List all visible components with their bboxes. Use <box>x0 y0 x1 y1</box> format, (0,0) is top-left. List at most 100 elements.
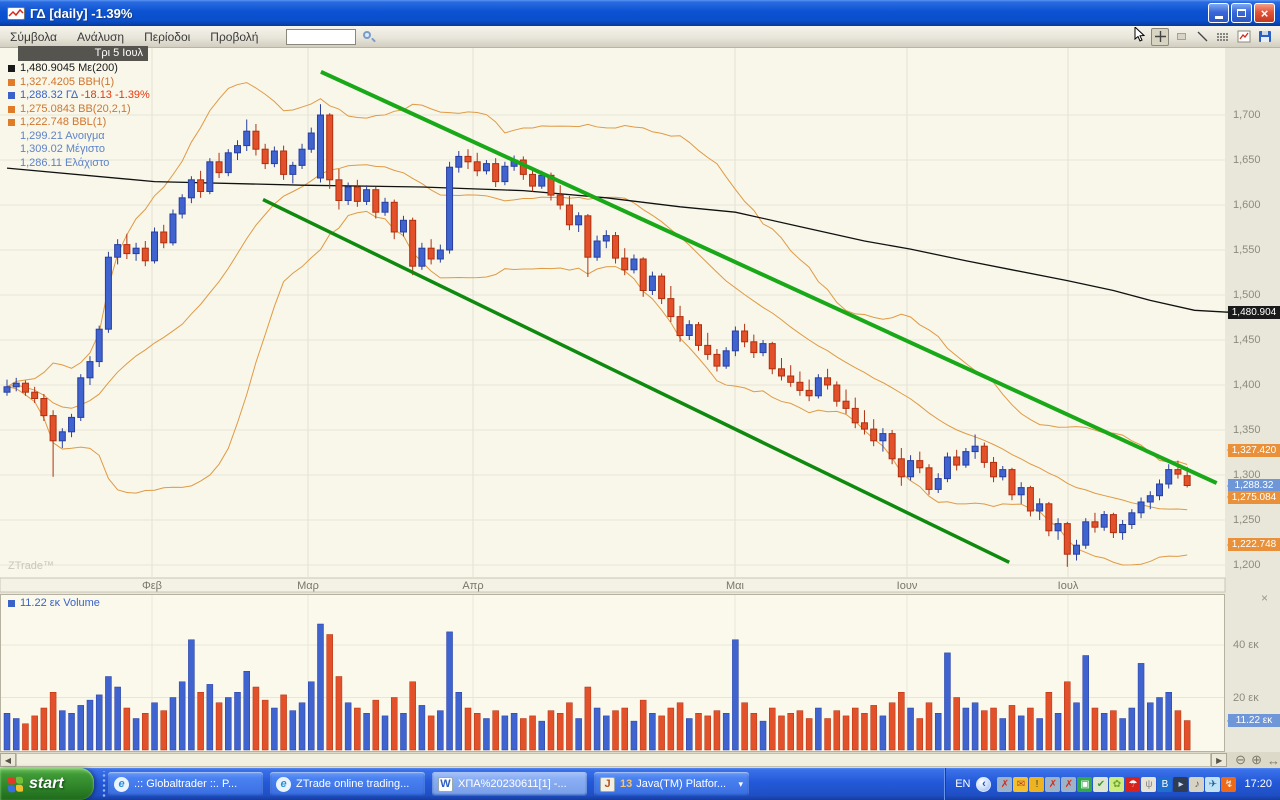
menu-bar: Σύμβολα Ανάλυση Περίοδοι Προβολή <box>0 25 1280 48</box>
legend-text: 1,288.32 ΓΔ <box>20 89 81 101</box>
taskbar-button-2[interactable]: e ZTrade online trading... <box>270 772 425 796</box>
month-label: Απρ <box>462 580 484 592</box>
restore-button[interactable] <box>1231 3 1252 23</box>
group-count: 13 <box>620 778 633 790</box>
axis-tag-last: 1,288.32 <box>1227 479 1280 492</box>
chart-area[interactable]: Τρι 5 Ιουλ 1,480.9045 Με(200) 1,327.4205 … <box>0 46 1280 768</box>
menu-4[interactable]: Προβολή <box>210 29 259 44</box>
upper-channel-trendline <box>320 69 1218 485</box>
legend-row: 1,309.02 Μέγιστο <box>8 143 150 157</box>
taskbar: start e .:: Globaltrader ::. P... e ZTrade … <box>0 768 1280 800</box>
scrollbar-track[interactable] <box>15 753 1212 767</box>
bluetooth-icon[interactable]: B <box>1157 776 1173 792</box>
crosshair-tool-icon[interactable] <box>1151 27 1169 46</box>
group-dropdown-icon[interactable]: ▾ <box>738 778 743 789</box>
legend-text: 1,327.4205 BBH(1) <box>20 75 115 88</box>
legend-text: 1,222.748 BBL(1) <box>20 116 107 128</box>
legend-text: 1,480.9045 Με(200) <box>20 62 118 74</box>
wireless-signal-icon[interactable]: ψ <box>1141 776 1157 792</box>
taskbar-button-3[interactable]: W ΧΠΑ%20230611[1] -... <box>432 772 587 796</box>
minimize-button[interactable] <box>1208 3 1229 23</box>
symbol-search-input[interactable] <box>286 28 357 45</box>
sync-box-icon[interactable]: ▣ <box>1077 776 1093 792</box>
hide-icons-chevron[interactable]: ‹ <box>976 776 992 792</box>
price-tick: 1,650 <box>1233 154 1261 166</box>
word-icon: W <box>438 776 453 792</box>
system-tray: EN ‹ ✗ ✉! ✗ ✗ ▣ ✔ ✿ ☂ ψ B ▸ ♪ ✈ ↯ 17:20 <box>944 768 1280 800</box>
power-leaf-icon[interactable]: ✿ <box>1109 776 1125 792</box>
scrollbar-thumb[interactable] <box>16 754 1211 766</box>
messenger-icon[interactable]: ✈ <box>1205 776 1221 792</box>
ie-icon: e <box>276 776 291 792</box>
volume-swatch <box>8 599 15 607</box>
price-tick: 1,700 <box>1233 109 1261 121</box>
java-icon: J <box>600 776 615 792</box>
month-label: Φεβ <box>141 580 163 592</box>
scroll-left-button[interactable]: ◀ <box>0 753 16 767</box>
legend-text: 1,309.02 Μέγιστο <box>20 143 105 155</box>
chart-type-icon[interactable] <box>1235 28 1253 46</box>
price-tick: 1,600 <box>1233 199 1261 211</box>
price-tick: 1,250 <box>1233 514 1261 526</box>
legend-text: -18.13 -1.39% <box>80 89 150 101</box>
volume-tag: 11.22 εκ <box>1227 714 1280 728</box>
volume-pane-close-icon[interactable]: × <box>1261 591 1269 605</box>
quick-launch-separator <box>96 771 106 797</box>
mail-alert-icon[interactable]: ✉ <box>1013 776 1029 792</box>
offline-computer-icon[interactable]: ✗ <box>997 776 1013 792</box>
security-shield-icon[interactable]: ! <box>1029 776 1045 792</box>
pointer-device-icon[interactable]: ▸ <box>1173 776 1189 792</box>
ie-icon: e <box>114 776 129 792</box>
zoom-in-button[interactable]: ⊕ <box>1251 752 1262 767</box>
task-label: ZTrade online trading... <box>296 778 410 790</box>
legend-text: 1,299.21 Ανοιγμα <box>20 129 105 142</box>
price-tick: 1,350 <box>1233 424 1261 436</box>
windows-flag-icon <box>8 776 24 793</box>
language-indicator[interactable]: EN <box>955 778 971 790</box>
month-label: Ιουλ <box>1057 580 1079 592</box>
download-flame-icon[interactable]: ↯ <box>1221 776 1237 792</box>
line-tool-icon[interactable] <box>1193 28 1211 46</box>
legend-text: 1,275.0843 BB(20,2,1) <box>20 102 131 115</box>
menu-2[interactable]: Ανάλυση <box>77 29 125 44</box>
price-volume-chart[interactable] <box>0 48 1280 768</box>
brush-tool-icon[interactable] <box>1214 28 1232 46</box>
menu-3[interactable]: Περίοδοι <box>144 29 191 44</box>
close-button[interactable]: × <box>1254 3 1275 23</box>
price-tick: 1,300 <box>1233 469 1261 481</box>
taskbar-button-4[interactable]: J 13 Java(TM) Platfor... ▾ <box>594 772 749 796</box>
legend-swatch <box>8 65 15 73</box>
mouse-cursor-icon <box>1134 25 1146 46</box>
start-button[interactable]: start <box>0 768 94 800</box>
zoom-out-button[interactable]: ⊖ <box>1235 752 1247 767</box>
month-label: Μαρ <box>297 580 319 592</box>
fit-width-button[interactable]: ↔ <box>1266 752 1280 768</box>
indicator-legend: 1,480.9045 Με(200) 1,327.4205 BBH(1) 1,288… <box>8 62 150 170</box>
rectangle-tool-icon[interactable] <box>1172 28 1190 46</box>
legend-row: 1,288.32 ΓΔ -18.13 -1.39% <box>8 89 150 103</box>
network-error-icon[interactable]: ✗ <box>1045 776 1061 792</box>
taskbar-button-1[interactable]: e .:: Globaltrader ::. P... <box>108 772 263 796</box>
price-tick: 1,450 <box>1233 334 1261 346</box>
price-tick: 1,400 <box>1233 379 1261 391</box>
legend-row: 1,286.11 Ελάχιστο <box>8 157 150 171</box>
volume-icon[interactable]: ♪ <box>1189 776 1205 792</box>
certificate-icon[interactable]: ✔ <box>1093 776 1109 792</box>
legend-text: 1,286.11 Ελάχιστο <box>20 156 110 169</box>
axis-tag-bb: 1,222.748 <box>1227 538 1280 552</box>
taskbar-clock: 17:20 <box>1244 778 1272 790</box>
app-chart-icon <box>7 6 25 20</box>
device-error-icon[interactable]: ✗ <box>1061 776 1077 792</box>
search-icon[interactable] <box>362 30 377 44</box>
legend-swatch <box>8 92 15 100</box>
save-icon[interactable] <box>1256 28 1274 46</box>
axis-tag-bb: 1,275.084 <box>1227 490 1280 504</box>
legend-swatch <box>8 105 15 113</box>
scroll-right-button[interactable]: ▶ <box>1211 753 1228 767</box>
menu-1[interactable]: Σύμβολα <box>10 29 57 44</box>
legend-row: 1,299.21 Ανοιγμα <box>8 130 150 144</box>
task-label: Java(TM) Platfor... <box>636 778 727 790</box>
avira-umbrella-icon[interactable]: ☂ <box>1125 776 1141 792</box>
volume-tick: 40 εκ <box>1233 639 1259 651</box>
